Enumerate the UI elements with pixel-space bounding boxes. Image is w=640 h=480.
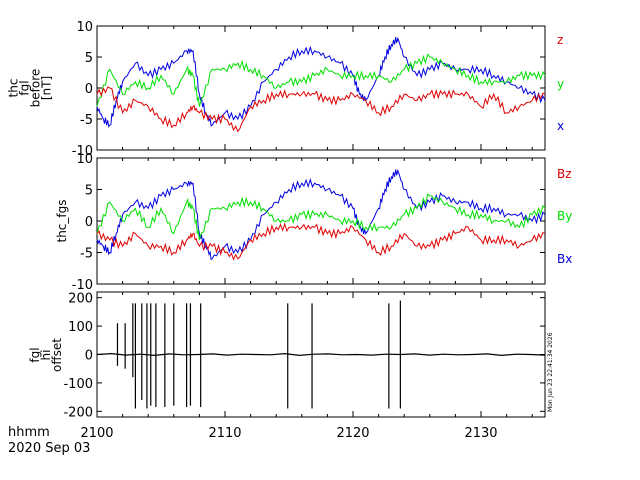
series-Bx-line (96, 168, 546, 261)
legend-label-z: z (557, 33, 563, 47)
panel-1-frame (96, 25, 546, 151)
y-tick-label: 5 (85, 51, 93, 66)
y-axis-label-line: [nT] (40, 76, 54, 100)
legend-label-Bz: Bz (557, 167, 572, 181)
x-tick-label: 2120 (336, 426, 369, 441)
y-axis-label-line: thc (7, 79, 21, 98)
y-tick-label: 100 (68, 320, 93, 335)
date-label: 2020 Sep 03 (8, 441, 90, 456)
x-tick-label: 2130 (464, 426, 497, 441)
y-axis-label-line: before (29, 69, 43, 108)
y-tick-label: 0 (85, 349, 93, 364)
y-tick-label: 10 (76, 20, 93, 35)
y-tick-label: -200 (63, 405, 93, 420)
y-tick-label: 0 (85, 215, 93, 230)
y-tick-label: 200 (68, 292, 93, 307)
y-axis-label-line: hi (39, 350, 53, 361)
y-tick-label: 5 (85, 184, 93, 199)
y-tick-label: 10 (76, 152, 93, 167)
series-y-line (96, 53, 546, 107)
panel-2-frame (96, 157, 546, 285)
y-axis-label-line: fgl (18, 80, 32, 95)
x-tick-label: 2100 (80, 426, 113, 441)
y-tick-label: -10 (72, 144, 93, 159)
series-By-line (96, 193, 546, 241)
y-tick-label: 0 (85, 82, 93, 97)
generation-timestamp: Mon Jun 23 22:41:34 2026 (547, 332, 554, 412)
y-axis-label-line: thc_fgs (55, 199, 69, 242)
y-tick-label: -100 (63, 377, 93, 392)
offset-baseline (96, 352, 546, 357)
legend-label-Bx: Bx (557, 252, 572, 266)
y-tick-label: -5 (80, 113, 93, 128)
legend-label-y: y (557, 77, 564, 91)
y-tick-label: -5 (80, 247, 93, 262)
legend-label-By: By (557, 209, 572, 223)
y-tick-label: -10 (72, 278, 93, 293)
series-Bz-line (96, 222, 546, 261)
y-axis-label-line: fgl (28, 347, 42, 362)
legend-label-x: x (557, 119, 564, 133)
series-z-line (96, 86, 546, 133)
y-axis-label-line: offset (50, 338, 64, 372)
time-unit-label: hhmm (8, 425, 50, 440)
x-tick-label: 2110 (208, 426, 241, 441)
